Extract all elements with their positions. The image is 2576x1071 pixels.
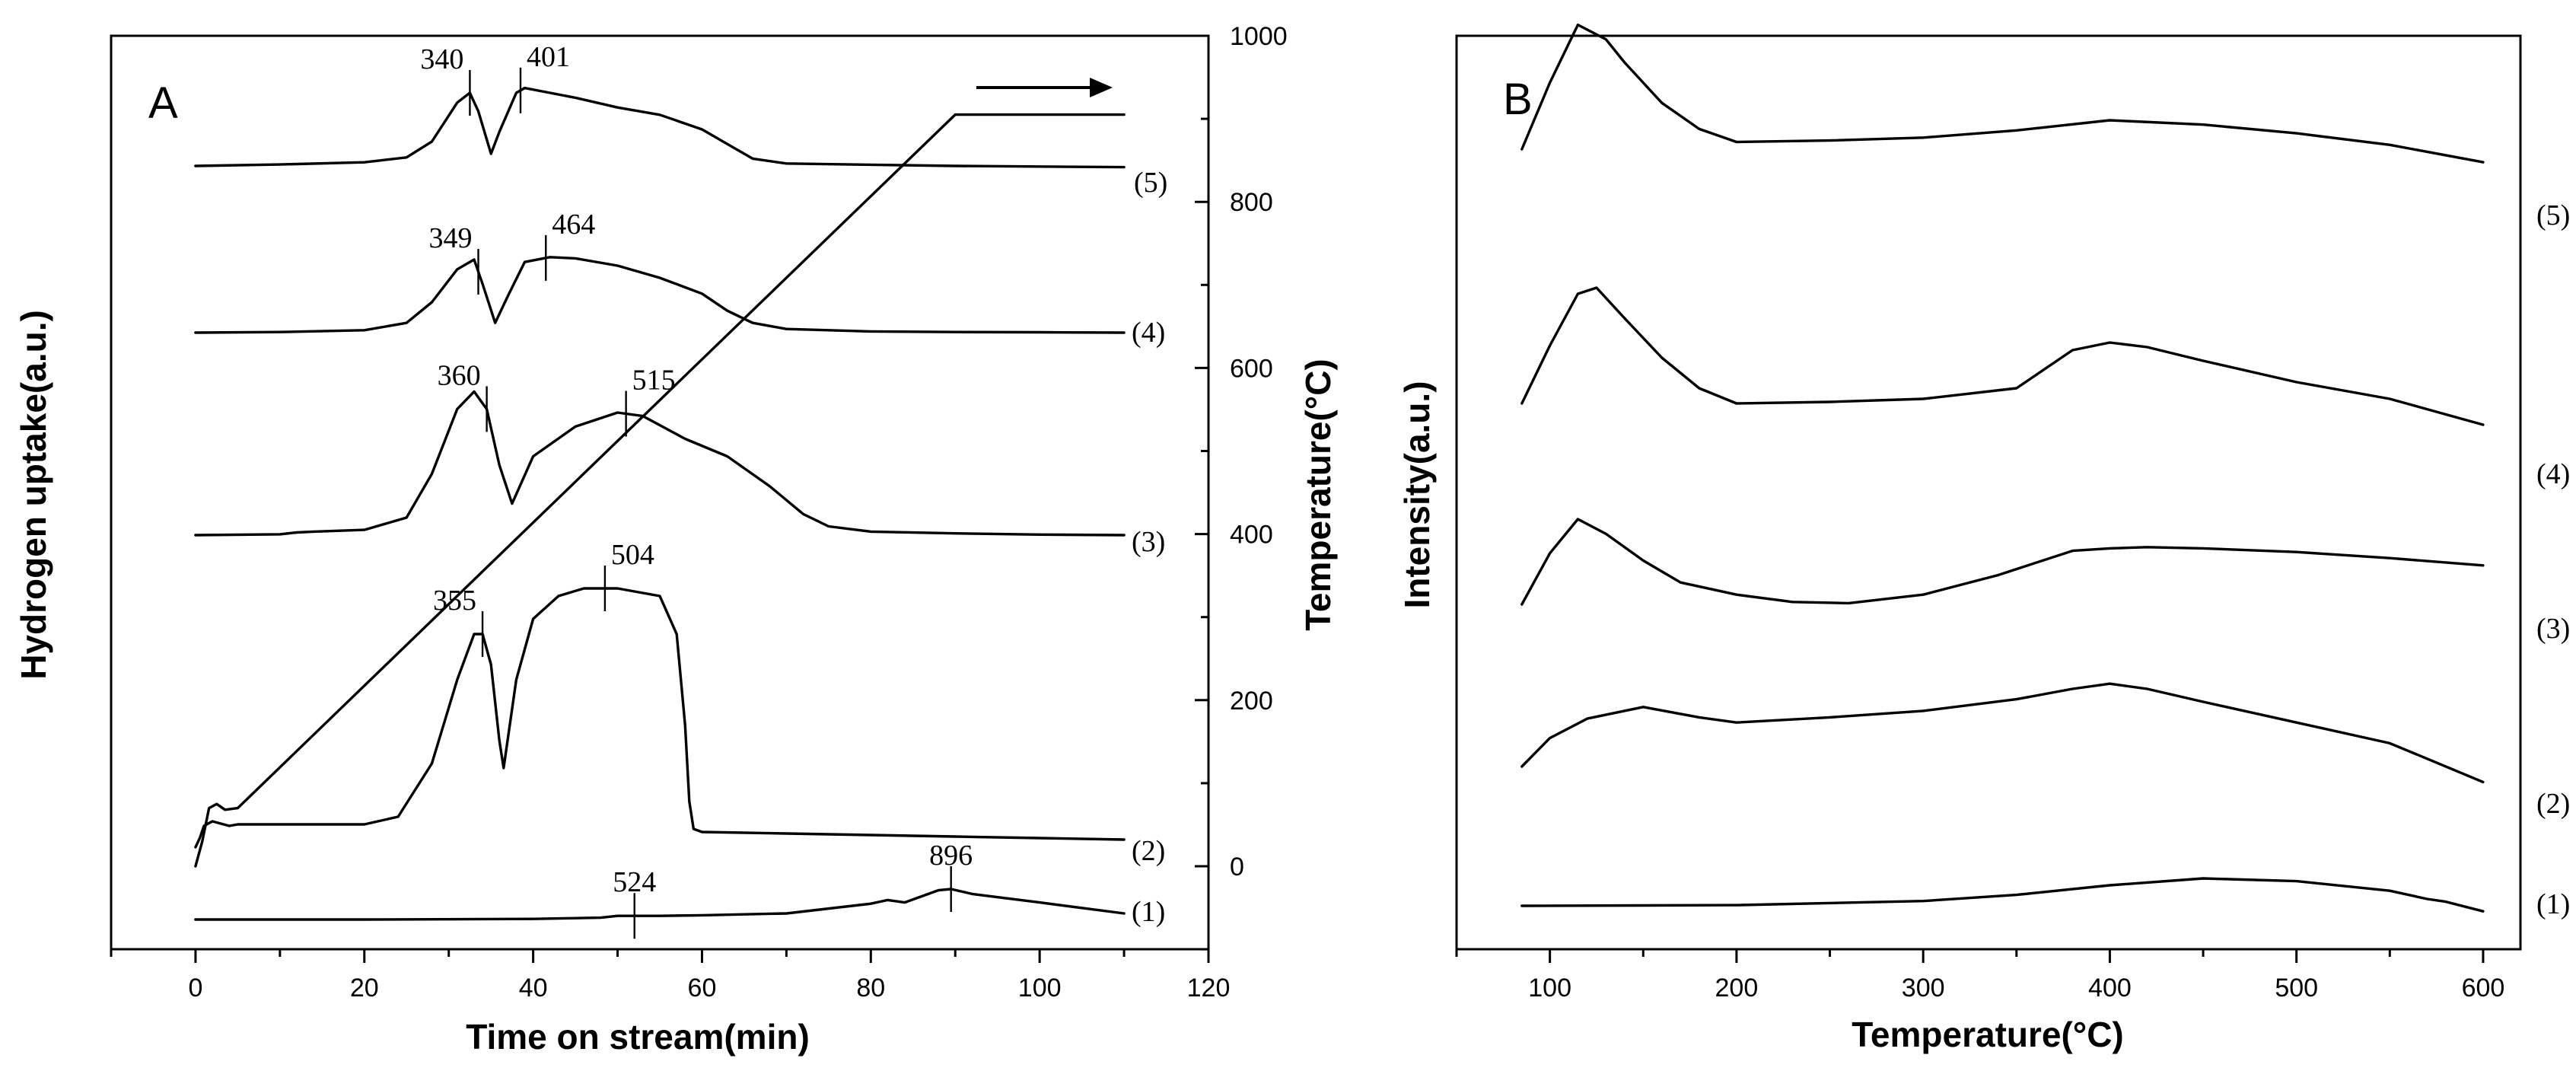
panel-a-x-tick-label: 120 <box>1187 974 1231 1002</box>
panel-a: 0 20 40 60 80 100 120 0 200 400 600 800 1000 340 401… <box>14 22 1338 1057</box>
panel-b-curve-label: (2) <box>2536 788 2570 820</box>
panel-b-curves <box>1520 23 2485 913</box>
peak-label: 355 <box>433 585 476 617</box>
panel-a-right-tick-label: 200 <box>1230 687 1273 716</box>
tpr-curve-4 <box>194 256 1126 334</box>
panel-a-curve-label: (2) <box>1132 835 1165 867</box>
panel-a-curve-label: (1) <box>1132 896 1165 928</box>
panel-a-peak-markers: 340 401 349 464 360 515 355 504 524 896 <box>420 41 973 939</box>
panel-a-x-tick-label: 40 <box>519 974 548 1002</box>
panel-b-x-tick-label: 100 <box>1528 974 1571 1002</box>
panel-b: 100 200 300 400 500 600 (5) (4) (3) (2) (1) B Tem… <box>1397 23 2570 1054</box>
panel-b-x-tick-label: 300 <box>1902 974 1945 1002</box>
tpd-curve-1 <box>1520 877 2485 913</box>
peak-label: 524 <box>613 866 656 898</box>
peak-label: 401 <box>527 41 570 73</box>
tpd-curve-5 <box>1520 23 2485 164</box>
panel-a-right-tick-label: 400 <box>1230 521 1273 550</box>
panel-a-curve-labels: (5) (4) (3) (2) (1) <box>1132 167 1167 928</box>
panel-b-x-ticks: 100 200 300 400 500 600 <box>1455 949 2505 1002</box>
panel-a-right-ticks: 0 200 400 600 800 1000 <box>1195 22 1288 951</box>
panel-a-right-tick-label: 600 <box>1230 354 1273 383</box>
panel-a-letter: A <box>148 78 178 128</box>
panel-a-curve-label: (5) <box>1134 167 1167 199</box>
panel-a-x-tick-label: 100 <box>1018 974 1062 1002</box>
temperature-ramp-line <box>194 113 1126 868</box>
panel-a-right-tick-label: 1000 <box>1230 22 1288 51</box>
peak-label: 360 <box>438 359 481 391</box>
tpd-curve-2 <box>1520 682 2485 784</box>
panel-b-x-tick-label: 600 <box>2462 974 2505 1002</box>
panel-b-frame <box>1455 34 2522 951</box>
peak-label: 464 <box>552 209 595 241</box>
panel-b-curve-label: (4) <box>2536 458 2570 490</box>
panel-a-x-tick-label: 80 <box>856 974 885 1002</box>
panel-a-right-tick-label: 0 <box>1230 853 1244 881</box>
peak-label: 896 <box>929 840 973 872</box>
panel-b-x-tick-label: 200 <box>1715 974 1759 1002</box>
tpd-curve-4 <box>1520 286 2485 426</box>
panel-a-curves <box>194 86 1126 921</box>
panel-b-curve-label: (1) <box>2536 888 2570 920</box>
panel-a-x-tick-label: 0 <box>188 974 202 1002</box>
panel-a-x-tick-label: 20 <box>350 974 379 1002</box>
panel-a-curve-label: (4) <box>1132 317 1165 349</box>
peak-label: 504 <box>611 539 654 571</box>
panel-a-y-axis-label: Hydrogen uptake(a.u.) <box>14 310 53 680</box>
tpr-curve-2 <box>194 587 1126 849</box>
peak-label: 515 <box>632 365 676 397</box>
panel-a-right-tick-label: 800 <box>1230 188 1273 217</box>
peak-label: 340 <box>420 43 463 75</box>
panel-b-curve-labels: (5) (4) (3) (2) (1) <box>2536 199 2570 920</box>
peak-label: 349 <box>429 222 473 254</box>
panel-a-x-ticks: 0 20 40 60 80 100 120 <box>110 949 1231 1002</box>
panel-a-right-axis-label: Temperature(°C) <box>1298 359 1338 631</box>
tpr-curve-5 <box>194 86 1126 169</box>
tpr-curve-1 <box>194 888 1126 921</box>
right-arrow-icon <box>976 78 1113 97</box>
panel-a-x-axis-label: Time on stream(min) <box>466 1017 810 1057</box>
panel-b-curve-label: (3) <box>2536 613 2570 645</box>
panel-b-y-axis-label: Intensity(a.u.) <box>1397 381 1437 608</box>
panel-b-letter: B <box>1503 75 1533 124</box>
tpr-curve-3 <box>194 390 1126 537</box>
panel-b-curve-label: (5) <box>2536 199 2570 231</box>
panel-a-frame <box>110 34 1210 951</box>
panel-b-x-tick-label: 500 <box>2275 974 2318 1002</box>
panel-b-x-axis-label: Temperature(°C) <box>1852 1015 2124 1054</box>
panel-a-curve-label: (3) <box>1132 526 1165 558</box>
panel-b-x-tick-label: 400 <box>2088 974 2132 1002</box>
tpd-curve-3 <box>1520 518 2485 606</box>
panel-a-x-tick-label: 60 <box>688 974 717 1002</box>
